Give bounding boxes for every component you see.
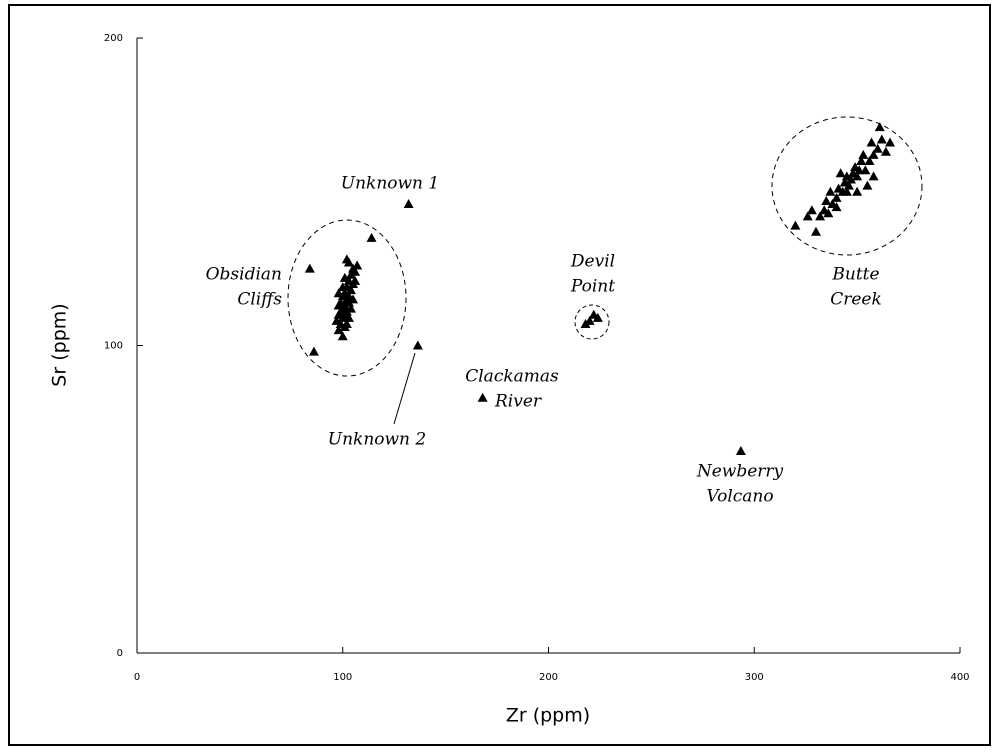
point: [304, 263, 315, 273]
point: [308, 346, 319, 356]
point: [806, 205, 817, 215]
point: [337, 331, 348, 341]
annotation: Creek: [830, 290, 882, 310]
point: [885, 137, 896, 147]
group-circle: [574, 304, 610, 340]
point: [477, 392, 488, 402]
group-circle: [771, 116, 923, 256]
point: [403, 199, 414, 209]
point: [345, 303, 356, 313]
annotation: River: [494, 392, 542, 412]
point: [339, 272, 350, 282]
point: [823, 208, 834, 218]
point: [821, 195, 832, 205]
point: [825, 186, 836, 196]
point: [352, 260, 363, 270]
annotation: Clackamas: [465, 367, 559, 387]
point: [350, 275, 361, 285]
annotation: Newberry: [696, 462, 784, 482]
point: [852, 171, 863, 181]
point: [337, 282, 348, 292]
point: [366, 232, 377, 242]
y-axis-title: Sr (ppm): [49, 303, 71, 386]
point: [341, 254, 352, 264]
point: [876, 134, 887, 144]
annotation: Devil: [570, 252, 615, 272]
x-tick-label: 400: [950, 672, 969, 683]
point: [835, 168, 846, 178]
point: [735, 445, 746, 455]
point: [866, 137, 877, 147]
point: [335, 297, 346, 307]
point: [584, 315, 595, 325]
point: [831, 202, 842, 212]
y-tick-label: 100: [104, 341, 123, 352]
y-tick-label: 200: [104, 33, 123, 44]
annotation: Point: [570, 277, 615, 297]
point: [874, 122, 885, 132]
group-circle: [287, 219, 407, 377]
point: [802, 211, 813, 221]
point: [845, 174, 856, 184]
point: [880, 146, 891, 156]
point: [790, 220, 801, 230]
point: [412, 340, 423, 350]
annotation: Butte: [831, 265, 879, 285]
point: [868, 149, 879, 159]
frame: [8, 4, 991, 746]
annotation: Cliffs: [237, 290, 282, 310]
point: [810, 226, 821, 236]
point: [831, 192, 842, 202]
point: [852, 186, 863, 196]
point: [860, 165, 871, 175]
point: [856, 156, 867, 165]
point: [841, 186, 852, 196]
annotation: Obsidian: [206, 265, 282, 285]
x-tick-label: 200: [539, 672, 558, 683]
x-tick-label: 0: [134, 672, 140, 683]
x-tick-label: 100: [333, 672, 352, 683]
point: [862, 180, 873, 190]
leader-line: [393, 352, 416, 425]
point: [868, 171, 879, 181]
annotation: Unknown 1: [341, 174, 439, 194]
point: [331, 315, 342, 325]
point: [815, 211, 826, 221]
point: [592, 312, 603, 322]
point: [864, 156, 875, 165]
point: [339, 288, 350, 298]
point: [843, 180, 854, 190]
point: [333, 325, 344, 335]
x-tick-label: 300: [745, 672, 764, 683]
annotation: Volcano: [706, 487, 773, 507]
x-axis-title: Zr (ppm): [506, 705, 590, 727]
annotation: Unknown 2: [328, 430, 426, 450]
y-tick-label: 0: [117, 648, 123, 659]
point: [872, 143, 883, 153]
point: [858, 149, 869, 159]
point: [341, 318, 352, 328]
